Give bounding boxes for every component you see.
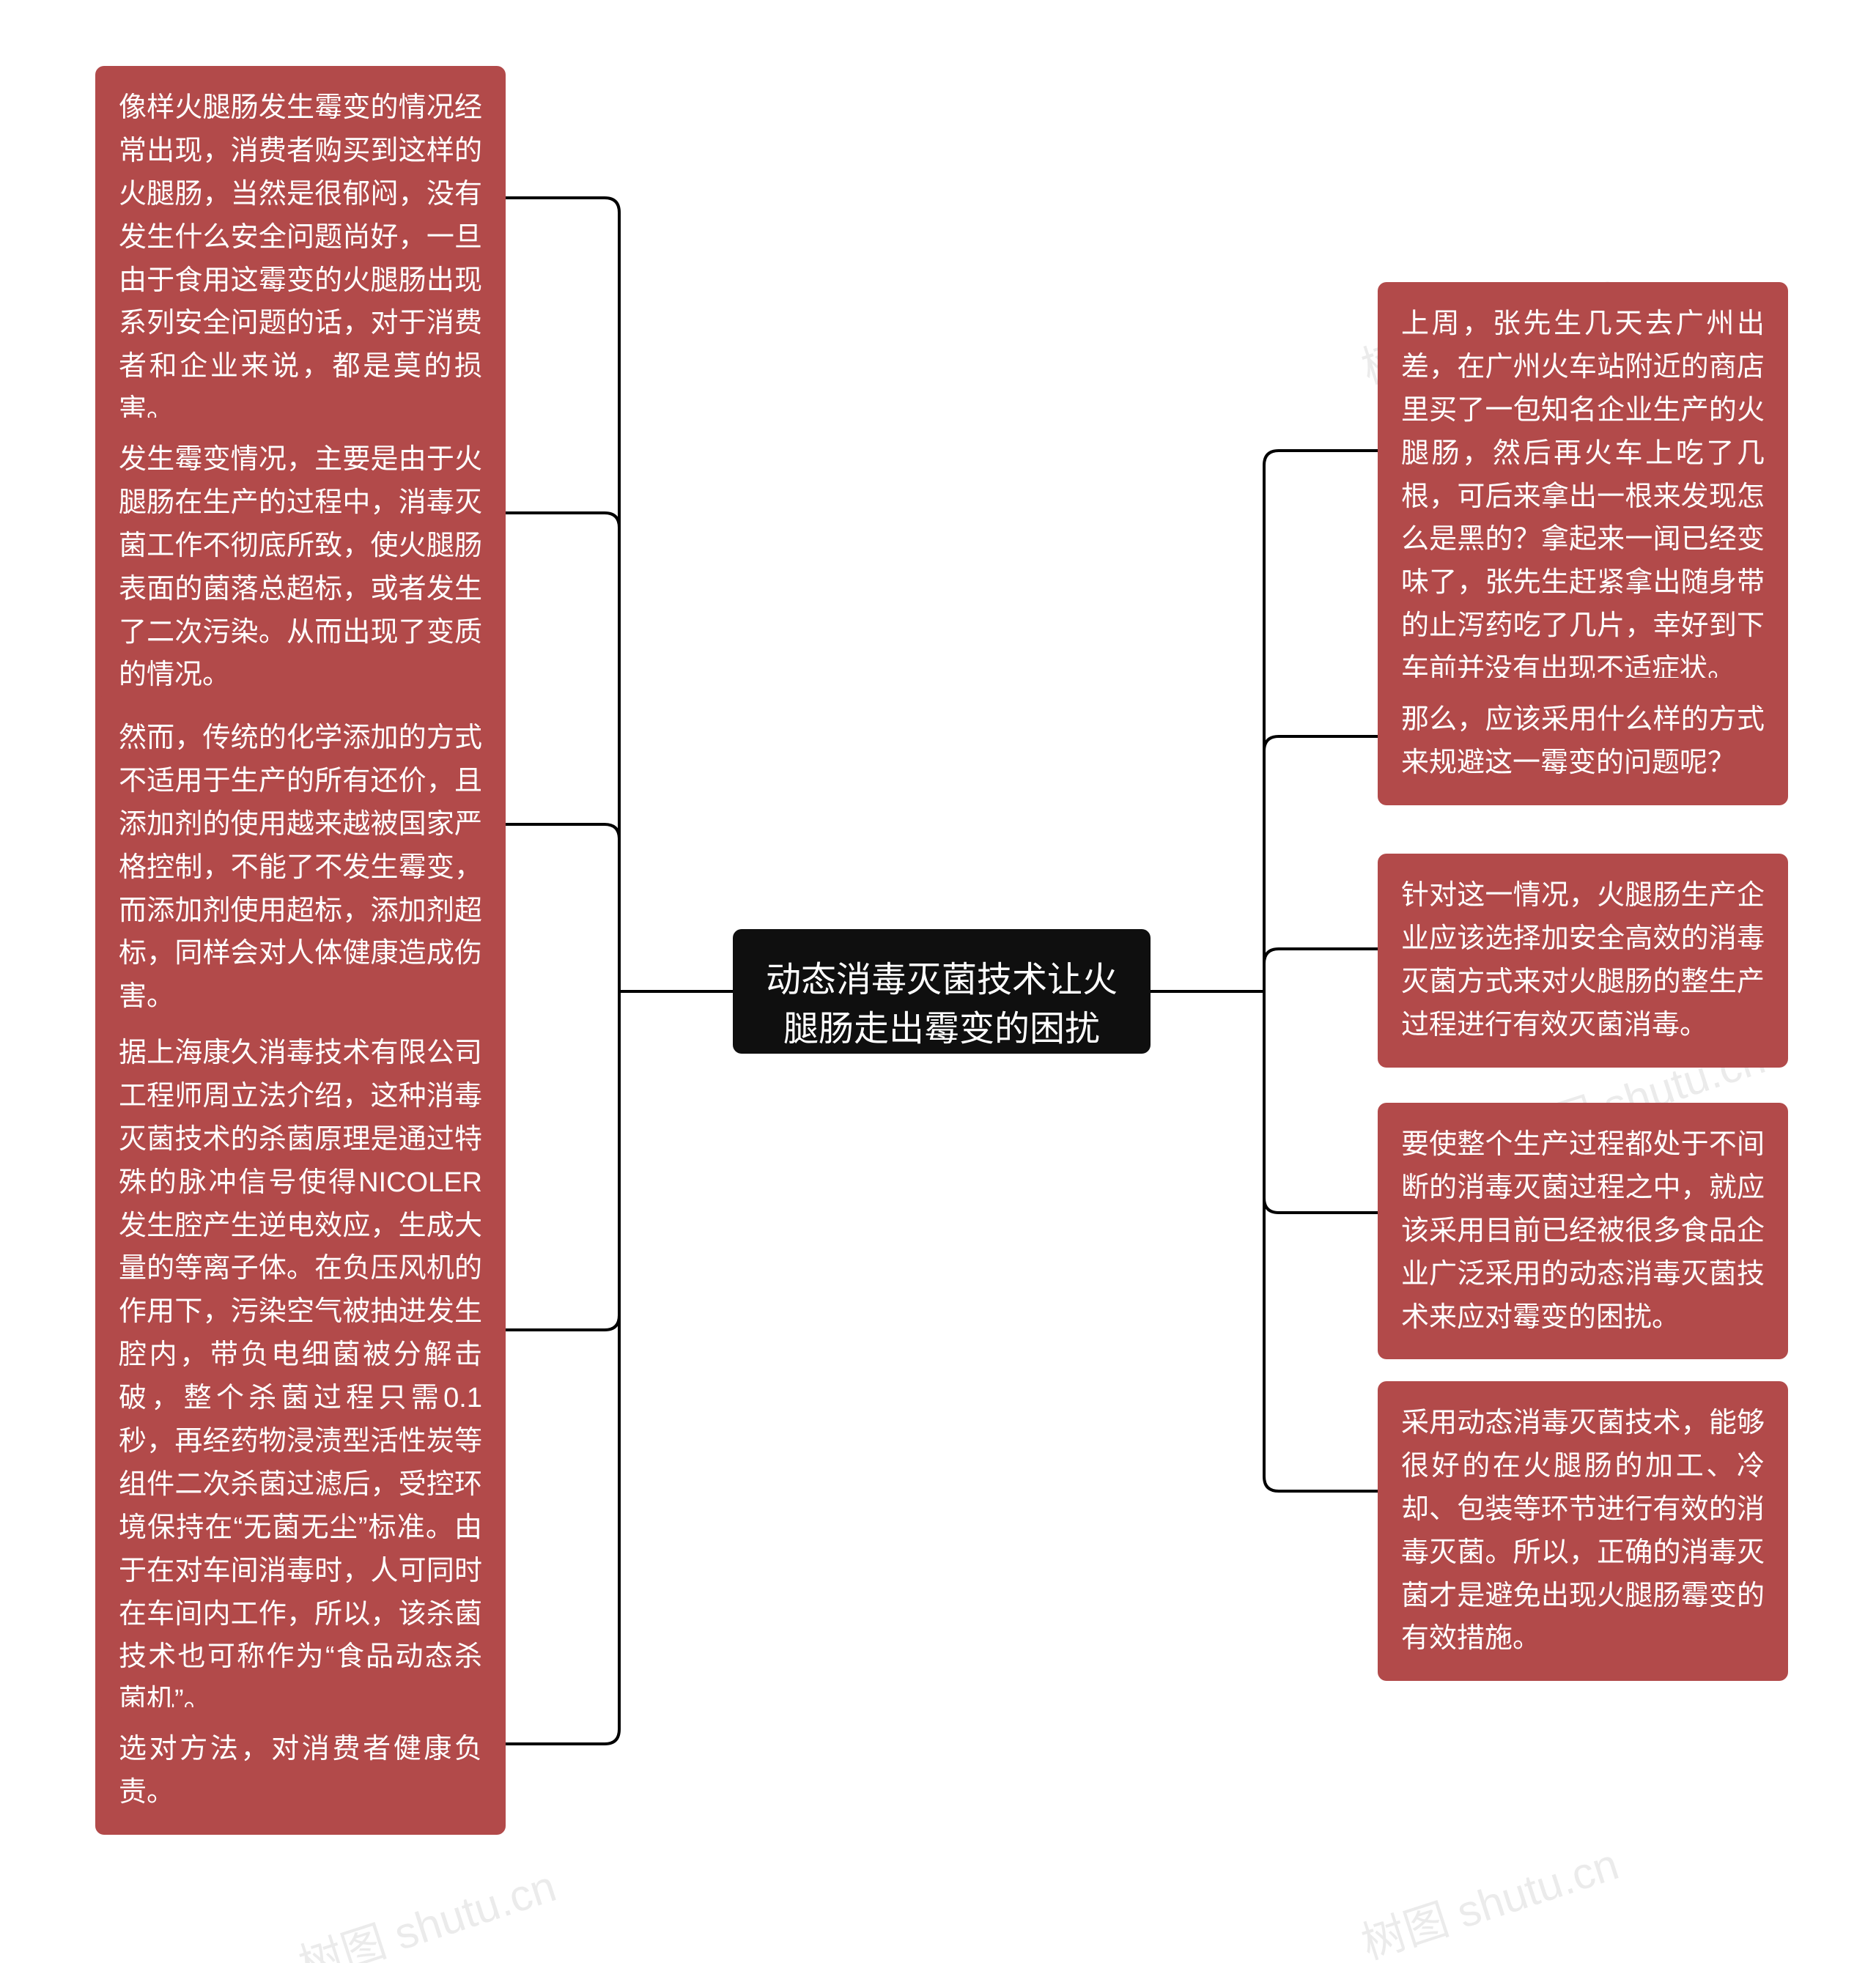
right-node-3[interactable]: 针对这一情况，火腿肠生产企业应该选择加安全高效的消毒灭菌方式来对火腿肠的整生产过… [1378, 854, 1788, 1068]
left-node-3[interactable]: 然而，传统的化学添加的方式不适用于生产的所有还价，且添加剂的使用越来越被国家严格… [95, 696, 506, 1039]
center-node[interactable]: 动态消毒灭菌技术让火腿肠走出霉变的困扰 [733, 929, 1151, 1054]
right-node-5[interactable]: 采用动态消毒灭菌技术，能够很好的在火腿肠的加工、冷却、包装等环节进行有效的消毒灭… [1378, 1381, 1788, 1681]
left-node-1[interactable]: 像样火腿肠发生霉变的情况经常出现，消费者购买到这样的火腿肠，当然是很郁闷，没有发… [95, 66, 506, 452]
watermark: 树图 shutu.cn [289, 1851, 563, 1963]
left-node-4[interactable]: 据上海康久消毒技术有限公司工程师周立法介绍，这种消毒灭菌技术的杀菌原理是通过特殊… [95, 1011, 506, 1742]
right-node-1[interactable]: 上周，张先生几天去广州出差，在广州火车站附近的商店里买了一包知名企业生产的火腿肠… [1378, 282, 1788, 711]
right-node-2[interactable]: 那么，应该采用什么样的方式来规避这一霉变的问题呢？ [1378, 678, 1788, 805]
mindmap-canvas: 树图 shutu.cn 树图 shutu.cn 树图 shutu.cn 树图 s… [0, 0, 1876, 1963]
right-node-4[interactable]: 要使整个生产过程都处于不间断的消毒灭菌过程之中，就应该采用目前已经被很多食品企业… [1378, 1103, 1788, 1359]
left-node-2[interactable]: 发生霉变情况，主要是由于火腿肠在生产的过程中，消毒灭菌工作不彻底所致，使火腿肠表… [95, 418, 506, 717]
left-node-5[interactable]: 选对方法，对消费者健康负责。 [95, 1707, 506, 1835]
watermark: 树图 shutu.cn [1352, 1829, 1625, 1963]
